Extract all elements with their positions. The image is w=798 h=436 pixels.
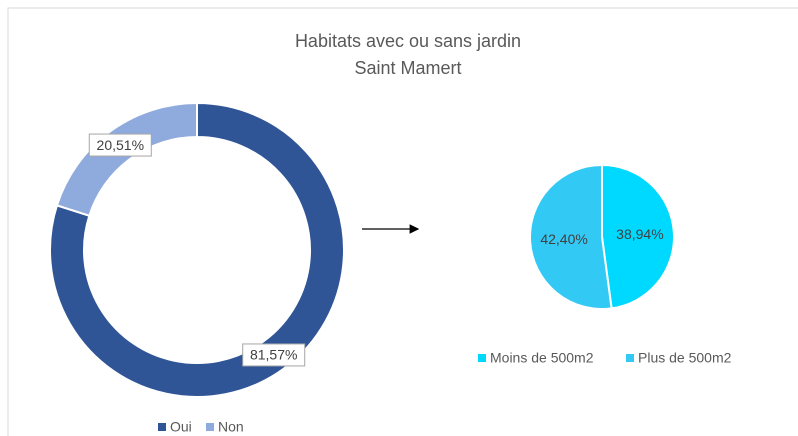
legend-swatch [206, 423, 214, 431]
data-label: 81,57% [250, 347, 297, 363]
legend-label: Oui [170, 419, 192, 435]
pie-slice [529, 163, 613, 310]
data-label-box [242, 343, 306, 367]
legend-swatch [626, 354, 634, 362]
chart-title: Habitats avec ou sans jardin [295, 31, 521, 51]
donut-segment [49, 101, 345, 398]
legend-swatch [478, 354, 486, 362]
data-label-box [88, 133, 152, 157]
data-label: 38,94% [616, 226, 663, 242]
legend-label: Non [218, 419, 244, 435]
data-label: 20,51% [97, 137, 144, 153]
chart-subtitle: Saint Mamert [354, 58, 461, 78]
legend-label: Moins de 500m2 [490, 350, 594, 366]
donut-segment [55, 101, 198, 217]
chart-frame [7, 7, 798, 436]
data-label: 42,40% [540, 231, 587, 247]
legend-label: Plus de 500m2 [638, 350, 732, 366]
legend-swatch [158, 423, 166, 431]
pie-slice [601, 163, 675, 310]
